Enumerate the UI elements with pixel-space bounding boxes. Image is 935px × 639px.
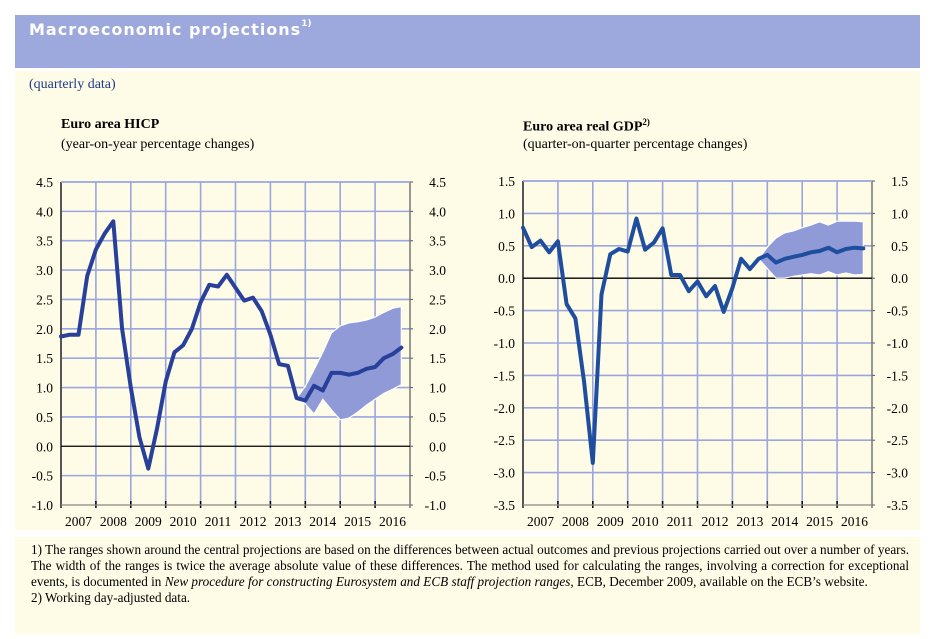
- gdp-y-tick-right: 1.5: [891, 174, 908, 189]
- hicp-y-tick-left: 3.5: [36, 234, 53, 249]
- gdp-y-tick-left: -2.5: [494, 433, 516, 448]
- gdp-x-tick-label: 2007: [527, 514, 554, 529]
- gdp-x-tick-label: 2015: [806, 514, 833, 529]
- gdp-y-tick-left: -3.0: [494, 466, 516, 481]
- hicp-y-tick-right: 1.0: [429, 381, 446, 396]
- hicp-series-line: [59, 219, 404, 471]
- hicp-y-tick-left: 0.0: [36, 439, 53, 454]
- gdp-x-tick-label: 2009: [597, 514, 624, 529]
- gdp-y-tick-left: -3.5: [494, 498, 516, 513]
- hicp-y-tick-right: 1.5: [429, 351, 446, 366]
- hicp-y-tick-left: 3.0: [36, 263, 53, 278]
- gdp-y-tick-right: -2.5: [887, 433, 909, 448]
- gdp-y-tick-right: -1.5: [887, 368, 909, 383]
- hicp-y-tick-left: -0.5: [32, 469, 54, 484]
- hicp-y-tick-left: 4.5: [36, 175, 53, 190]
- hicp-y-tick-right: -0.5: [425, 469, 447, 484]
- hicp-x-tick-label: 2008: [100, 514, 127, 529]
- gdp-x-tick-label: 2016: [841, 514, 868, 529]
- gdp-y-tick-left: 1.5: [498, 174, 515, 189]
- gdp-y-tick-left: -1.0: [494, 336, 516, 351]
- hicp-y-tick-left: 4.0: [36, 204, 53, 219]
- gdp-x-tick-label: 2008: [562, 514, 589, 529]
- data-frequency-label: (quarterly data): [29, 77, 116, 92]
- hicp-y-tick-left: 1.0: [36, 381, 53, 396]
- hicp-y-tick-right: 4.0: [429, 204, 446, 219]
- gdp-y-tick-left: -0.5: [494, 304, 516, 319]
- gdp-y-tick-right: -0.5: [887, 304, 909, 319]
- hicp-x-tick-label: 2011: [205, 514, 232, 529]
- gdp-y-tick-left: 0.5: [498, 239, 515, 254]
- gdp-y-tick-right: 0.5: [891, 239, 908, 254]
- gdp-y-tick-right: -2.0: [887, 401, 909, 416]
- title-footnote-marker: 1): [301, 19, 312, 29]
- hicp-x-tick-label: 2010: [170, 514, 197, 529]
- gdp-x-tick-label: 2013: [736, 514, 763, 529]
- gdp-y-tick-right: -3.0: [887, 466, 909, 481]
- hicp-y-tick-right: 2.5: [429, 292, 446, 307]
- footnote-1: 1) The ranges shown around the central p…: [31, 542, 909, 589]
- gdp-y-tick-right: 1.0: [891, 206, 908, 221]
- footnote-2: 2) Working day-adjusted data.: [31, 590, 191, 605]
- hicp-y-tick-left: 2.5: [36, 292, 53, 307]
- hicp-x-tick-label: 2016: [379, 514, 406, 529]
- gdp-footnote-marker: 2): [642, 117, 650, 127]
- page-title: Macroeconomic projections1): [29, 19, 312, 39]
- hicp-y-tick-right: 4.5: [429, 175, 446, 190]
- hicp-y-tick-right: 3.0: [429, 263, 446, 278]
- gdp-x-tick-label: 2012: [701, 514, 728, 529]
- gdp-y-tick-left: -1.5: [494, 368, 516, 383]
- hicp-y-tick-left: 1.5: [36, 351, 53, 366]
- hicp-chart-subtitle: (year-on-year percentage changes): [61, 137, 255, 152]
- gdp-y-tick-left: 1.0: [498, 206, 515, 221]
- footnote-1-reference-title: New procedure for constructing Eurosyste…: [164, 574, 571, 589]
- hicp-y-tick-right: 3.5: [429, 234, 446, 249]
- gdp-x-tick-label: 2010: [632, 514, 659, 529]
- hicp-y-tick-left: 0.5: [36, 410, 53, 425]
- gdp-y-tick-right: -3.5: [887, 498, 909, 513]
- hicp-x-tick-label: 2015: [344, 514, 371, 529]
- gdp-series-line: [521, 216, 866, 465]
- gdp-chart-subtitle: (quarter-on-quarter percentage changes): [523, 137, 748, 152]
- title-bar: Macroeconomic projections1): [15, 15, 920, 68]
- hicp-chart-title: Euro area HICP: [61, 117, 160, 132]
- hicp-x-tick-label: 2014: [309, 514, 336, 529]
- gdp-x-tick-label: 2011: [667, 514, 694, 529]
- hicp-y-tick-left: 2.0: [36, 322, 53, 337]
- footnotes: 1) The ranges shown around the central p…: [15, 537, 920, 634]
- hicp-x-tick-label: 2007: [65, 514, 92, 529]
- hicp-y-tick-right: 0.5: [429, 410, 446, 425]
- gdp-y-tick-left: -2.0: [494, 401, 516, 416]
- hicp-y-tick-right: -1.0: [425, 498, 447, 513]
- hicp-x-tick-label: 2013: [274, 514, 301, 529]
- hicp-y-tick-right: 2.0: [429, 322, 446, 337]
- hicp-y-tick-right: 0.0: [429, 439, 446, 454]
- gdp-y-tick-left: 0.0: [498, 271, 515, 286]
- gdp-chart-title: Euro area real GDP2): [523, 117, 650, 135]
- gdp-y-tick-right: 0.0: [891, 271, 908, 286]
- gdp-y-tick-right: -1.0: [887, 336, 909, 351]
- gdp-x-tick-label: 2014: [771, 514, 798, 529]
- hicp-y-tick-left: -1.0: [32, 498, 54, 513]
- hicp-x-tick-label: 2012: [239, 514, 266, 529]
- hicp-x-tick-label: 2009: [135, 514, 162, 529]
